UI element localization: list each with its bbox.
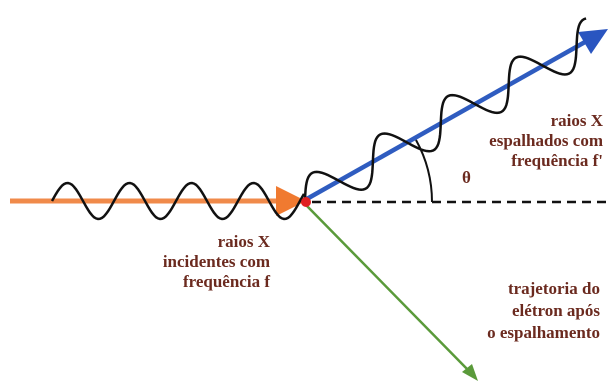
electron-label: trajetoria do [508, 279, 600, 298]
incident-label: frequência f [183, 272, 270, 291]
scattered-label: espalhados com [489, 131, 603, 150]
electron-trajectory [306, 205, 470, 372]
diagram: θ raios X incidentes com frequência f ra… [0, 0, 610, 381]
scattered-label: raios X [551, 111, 604, 130]
incident-label: incidentes com [163, 252, 270, 271]
scattered-label: frequência f' [511, 151, 603, 170]
electron-label: elétron após [512, 301, 600, 320]
angle-label: θ [462, 168, 471, 187]
electron-label: o espalhamento [487, 323, 600, 342]
incident-label: raios X [218, 232, 271, 251]
collision-point [301, 197, 311, 207]
